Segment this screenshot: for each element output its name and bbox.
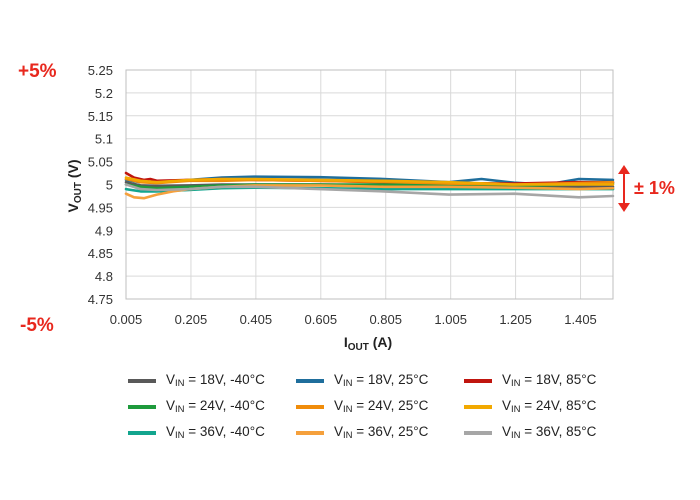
legend-label-sub: IN bbox=[175, 404, 185, 415]
x-tick-labels: 0.005 0.205 0.405 0.605 0.805 1.005 1.205 1.405 bbox=[110, 312, 597, 327]
x-tick-label: 0.205 bbox=[175, 312, 208, 327]
series-lines bbox=[124, 171, 615, 200]
y-tick-label: 4.8 bbox=[95, 269, 113, 284]
x-tick-label: 0.605 bbox=[305, 312, 338, 327]
legend-label-sub: IN bbox=[175, 378, 185, 389]
legend-label-sub: IN bbox=[175, 430, 185, 441]
legend-item-1: VIN = 18V, -40°C bbox=[128, 372, 296, 389]
legend-swatch bbox=[128, 404, 156, 409]
y-tick-label: 5 bbox=[106, 178, 113, 193]
legend-label-sub: IN bbox=[511, 430, 521, 441]
legend-label-main: V bbox=[502, 372, 512, 387]
legend-label-rest: = 36V, 85°C bbox=[520, 424, 597, 439]
legend-label-rest: = 36V, -40°C bbox=[184, 424, 265, 439]
annotation-plus-minus-1-percent: ± 1% bbox=[634, 178, 675, 198]
legend-label-main: V bbox=[166, 372, 176, 387]
x-axis-label: IOUT (A) bbox=[344, 334, 392, 353]
x-tick-label: 0.405 bbox=[240, 312, 273, 327]
legend-swatch bbox=[464, 404, 492, 409]
legend-label-main: V bbox=[502, 398, 512, 413]
legend-label-sub: IN bbox=[511, 404, 521, 415]
y-tick-label: 4.95 bbox=[88, 200, 113, 215]
legend-label-sub: IN bbox=[343, 430, 353, 441]
legend-label-main: V bbox=[334, 372, 344, 387]
legend-label-rest: = 24V, 25°C bbox=[352, 398, 429, 413]
x-tick-label: 1.005 bbox=[434, 312, 467, 327]
x-axis-label-unit: (A) bbox=[369, 334, 392, 350]
legend-label: VIN = 18V, -40°C bbox=[166, 372, 265, 389]
annotation-minus-5-percent: -5% bbox=[20, 315, 54, 336]
y-tick-labels: 4.75 4.8 4.85 4.9 4.95 5 5.05 5.1 5.15 5.2 5.25 bbox=[88, 63, 113, 307]
x-tick-label: 1.205 bbox=[499, 312, 532, 327]
legend-label: VIN = 24V, -40°C bbox=[166, 398, 265, 415]
legend: VIN = 18V, -40°C VIN = 18V, 25°C VIN = 18V… bbox=[128, 372, 628, 441]
y-axis-label-sub: OUT bbox=[73, 182, 84, 203]
y-tick-label: 4.9 bbox=[95, 223, 113, 238]
legend-item-3: VIN = 18V, 85°C bbox=[464, 372, 632, 389]
x-tick-label: 0.805 bbox=[369, 312, 402, 327]
legend-label-main: V bbox=[166, 424, 176, 439]
legend-item-6: VIN = 24V, 85°C bbox=[464, 398, 632, 415]
legend-swatch bbox=[128, 430, 156, 435]
legend-label-main: V bbox=[502, 424, 512, 439]
legend-label-main: V bbox=[166, 398, 176, 413]
legend-label-rest: = 24V, 85°C bbox=[520, 398, 597, 413]
annotation-plus-5-percent: +5% bbox=[18, 61, 57, 82]
tolerance-arrow bbox=[618, 165, 630, 212]
legend-item-4: VIN = 24V, -40°C bbox=[128, 398, 296, 415]
legend-swatch bbox=[296, 430, 324, 435]
x-axis-label-main: I bbox=[344, 334, 348, 350]
legend-item-9: VIN = 36V, 85°C bbox=[464, 424, 632, 441]
legend-swatch bbox=[464, 430, 492, 435]
legend-swatch bbox=[464, 378, 492, 383]
legend-item-8: VIN = 36V, 25°C bbox=[296, 424, 464, 441]
legend-label-sub: IN bbox=[343, 404, 353, 415]
y-tick-label: 4.75 bbox=[88, 292, 113, 307]
y-axis-label-unit: (V) bbox=[65, 159, 81, 182]
legend-item-2: VIN = 18V, 25°C bbox=[296, 372, 464, 389]
x-tick-label: 0.005 bbox=[110, 312, 143, 327]
legend-swatch bbox=[296, 378, 324, 383]
y-axis-label: VOUT (V) bbox=[65, 159, 84, 212]
x-tick-label: 1.405 bbox=[564, 312, 597, 327]
legend-swatch bbox=[128, 378, 156, 383]
legend-label-sub: IN bbox=[511, 378, 521, 389]
legend-label-rest: = 18V, 85°C bbox=[520, 372, 597, 387]
legend-item-5: VIN = 24V, 25°C bbox=[296, 398, 464, 415]
y-tick-label: 5.25 bbox=[88, 63, 113, 78]
legend-label: VIN = 36V, 85°C bbox=[502, 424, 596, 441]
legend-item-7: VIN = 36V, -40°C bbox=[128, 424, 296, 441]
legend-label: VIN = 18V, 25°C bbox=[334, 372, 428, 389]
legend-swatch bbox=[296, 404, 324, 409]
y-tick-label: 4.85 bbox=[88, 246, 113, 261]
series-line-6 bbox=[124, 176, 615, 186]
legend-label-rest: = 18V, -40°C bbox=[184, 372, 265, 387]
legend-label-main: V bbox=[334, 424, 344, 439]
legend-label: VIN = 36V, 25°C bbox=[334, 424, 428, 441]
legend-label: VIN = 36V, -40°C bbox=[166, 424, 265, 441]
x-axis-label-sub: OUT bbox=[348, 342, 369, 353]
legend-label-main: V bbox=[334, 398, 344, 413]
legend-label: VIN = 18V, 85°C bbox=[502, 372, 596, 389]
series-line-9 bbox=[124, 183, 615, 199]
legend-label-sub: IN bbox=[343, 378, 353, 389]
y-tick-label: 5.2 bbox=[95, 86, 113, 101]
y-axis-label-main: V bbox=[65, 203, 81, 213]
legend-label: VIN = 24V, 85°C bbox=[502, 398, 596, 415]
legend-label-rest: = 36V, 25°C bbox=[352, 424, 429, 439]
y-tick-label: 5.1 bbox=[95, 132, 113, 147]
legend-label-rest: = 24V, -40°C bbox=[184, 398, 265, 413]
legend-label: VIN = 24V, 25°C bbox=[334, 398, 428, 415]
legend-label-rest: = 18V, 25°C bbox=[352, 372, 429, 387]
y-tick-label: 5.05 bbox=[88, 155, 113, 170]
y-tick-label: 5.15 bbox=[88, 109, 113, 124]
